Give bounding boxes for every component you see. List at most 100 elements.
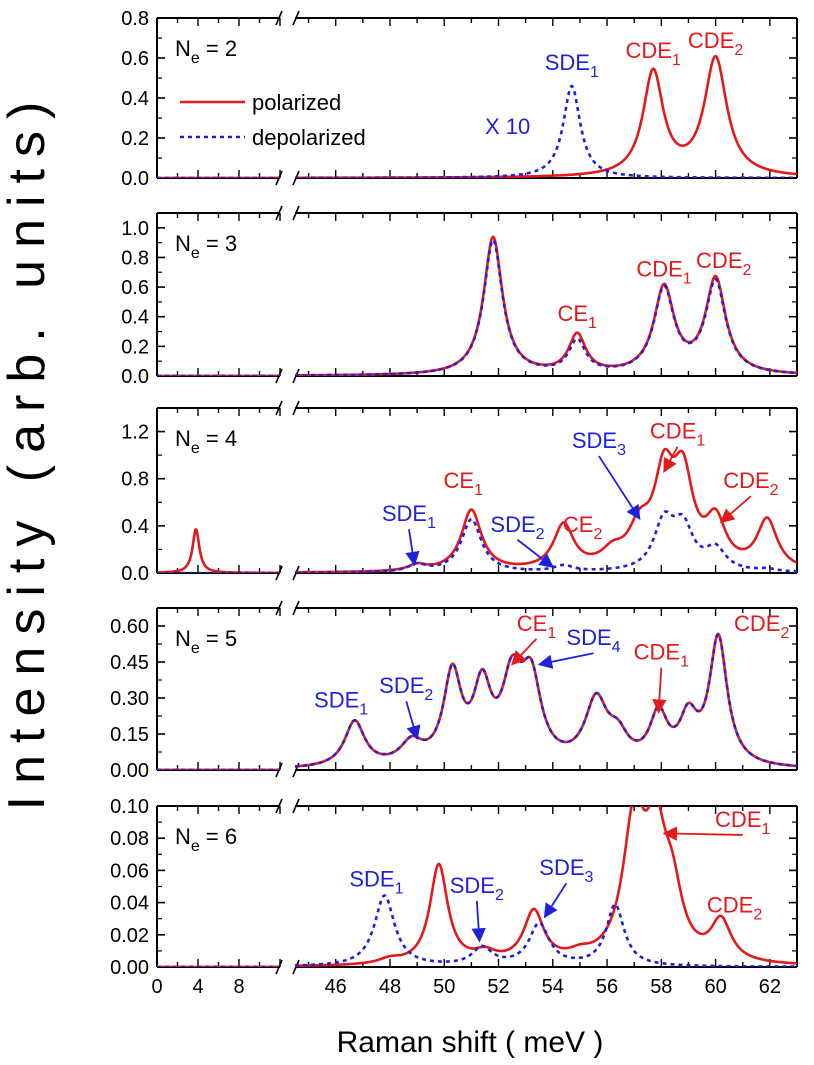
y-tick-label: 0.0	[121, 563, 149, 585]
depolarized-series-line	[294, 510, 797, 573]
y-tick-label: 0.45	[110, 652, 149, 674]
x-tick-label: 4	[192, 976, 203, 998]
depolarized-series-line	[295, 84, 797, 178]
peak-label-cde1: CDE1	[715, 807, 770, 838]
peak-label-cde2: CDE2	[696, 248, 751, 279]
x-tick-label: 48	[379, 976, 401, 998]
peak-label-ce1: CE1	[557, 301, 597, 332]
y-tick-label: 0.0	[121, 366, 149, 388]
panel-label: Ne = 3	[175, 231, 237, 262]
x-tick-label: 62	[759, 976, 781, 998]
y-tick-label: 0.6	[121, 48, 149, 70]
axis-break-mark	[292, 959, 300, 975]
peak-label-ce2: CE2	[563, 512, 603, 543]
polarized-series-line	[294, 632, 797, 768]
x-tick-label: 50	[433, 976, 455, 998]
y-tick-label: 0.10	[110, 796, 149, 818]
annotation-arrow	[471, 900, 486, 943]
y-tick-label: 0.2	[121, 336, 149, 358]
peak-label-sde2: SDE2	[450, 873, 504, 904]
y-tick-label: 0.4	[121, 516, 149, 538]
x-tick-label: 56	[596, 976, 618, 998]
peak-label-sde4: SDE4	[566, 625, 620, 656]
y-axis-title-group: Intensity (arb. units)	[0, 90, 56, 811]
peak-label-cde1: CDE1	[636, 257, 691, 288]
y-tick-label: 0.8	[121, 8, 149, 30]
y-tick-label: 0.6	[121, 277, 149, 299]
legend-depolarized-label: depolarized	[252, 125, 366, 150]
peak-label-sde3: SDE3	[572, 428, 626, 459]
y-tick-label: 0.8	[121, 247, 149, 269]
legend-polarized-label: polarized	[252, 90, 341, 115]
annotation-arrow	[537, 652, 594, 669]
peak-label-cde1: CDE1	[650, 419, 705, 450]
y-tick-label: 0.0	[121, 168, 149, 190]
peak-label-sde1: SDE1	[545, 50, 599, 81]
x-tick-label: 8	[233, 976, 244, 998]
annotation-arrow	[511, 638, 538, 666]
y-tick-label: 0.00	[110, 957, 149, 979]
annotation-arrow	[405, 529, 420, 567]
annotation-arrow	[598, 455, 641, 520]
peak-label-sde1: SDE1	[349, 867, 403, 898]
y-tick-label: 0.60	[110, 616, 149, 638]
annotation-arrow	[652, 667, 667, 714]
depolarized-series-line	[295, 238, 797, 376]
panel-5: 0.00 0.02 0.04 0.06 0.08 0.10 Ne = 6 SDE1 SDE2 SD…	[110, 796, 798, 979]
peak-label-sde2: SDE2	[379, 673, 433, 704]
x-axis: 0 4 8 46 48 50 52 54 56 58 60 62	[151, 976, 781, 998]
x-tick-label: 58	[650, 976, 672, 998]
axis-break-mark	[292, 600, 300, 616]
y-tick-label: 1.2	[121, 422, 149, 444]
peak-label-cde1: CDE1	[634, 640, 689, 671]
x-tick-label: 60	[704, 976, 726, 998]
x-tick-label: 46	[325, 976, 347, 998]
y-tick-label: 0.08	[110, 828, 149, 850]
axis-break-mark	[275, 798, 283, 814]
peak-label-cde2: CDE2	[734, 611, 789, 642]
x-tick-label: 52	[487, 976, 509, 998]
y-tick-label: 0.4	[121, 307, 149, 329]
panels: 0.0 0.2 0.4 0.6 0.8 Ne = 2 polarized depolarize…	[110, 8, 798, 979]
y-tick-label: 0.2	[121, 128, 149, 150]
axis-break-mark	[275, 600, 283, 616]
legend: polarized depolarized	[180, 90, 366, 150]
peak-label-cde2: CDE2	[723, 468, 778, 499]
axis-break-mark	[275, 205, 283, 221]
peak-label-sde1: SDE1	[314, 688, 368, 719]
annotation-arrow	[543, 882, 568, 919]
y-tick-label: 0.04	[110, 893, 149, 915]
peak-label-sde1: SDE1	[382, 501, 436, 532]
curves	[157, 806, 797, 967]
polarized-series-line	[294, 447, 797, 573]
peak-label-ce1: CE1	[517, 611, 557, 642]
panel-label: Ne = 6	[175, 824, 237, 855]
panel-label: Ne = 5	[175, 626, 237, 657]
axis-break-mark	[292, 400, 300, 416]
y-tick-label: 1.0	[121, 218, 149, 240]
y-tick-label: 0.02	[110, 925, 149, 947]
peak-label-cde2: CDE2	[688, 28, 743, 59]
y-tick-label: 0.06	[110, 860, 149, 882]
depolarized-series-line	[294, 894, 797, 967]
panel-label: Ne = 4	[175, 426, 237, 457]
axis-break-mark	[292, 10, 300, 26]
peak-label-cde2: CDE2	[707, 892, 762, 923]
axis-break-mark	[275, 10, 283, 26]
axis-break-mark	[292, 205, 300, 221]
y-axis-title: Intensity (arb. units)	[0, 90, 56, 811]
x-tick-label: 54	[542, 976, 564, 998]
annotation-arrow	[662, 826, 743, 841]
annotation-arrow	[516, 539, 554, 568]
y-tick-label: 0.8	[121, 469, 149, 491]
annotation-arrow	[719, 495, 752, 524]
peak-label-ce1: CE1	[444, 468, 484, 499]
peak-label-sde3: SDE3	[539, 855, 593, 886]
peak-label-sde2: SDE2	[490, 512, 544, 543]
scale-note: X 10	[485, 114, 530, 139]
panel-label: Ne = 2	[175, 36, 237, 67]
x-tick-label: 0	[151, 976, 162, 998]
